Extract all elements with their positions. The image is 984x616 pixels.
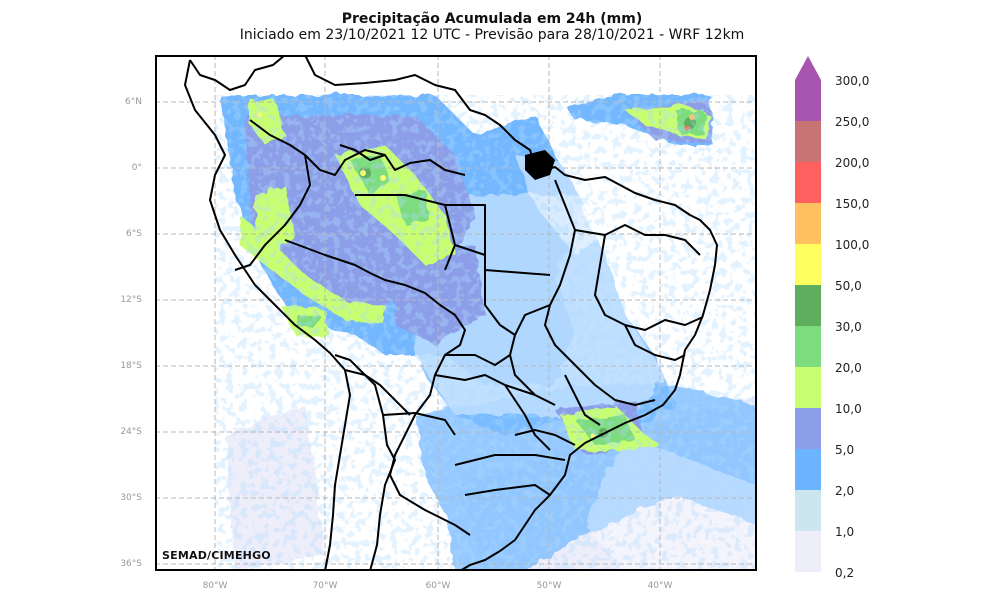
colorbar-tick: 250,0 [835, 115, 870, 129]
colorbar-tick: 2,0 [835, 484, 855, 498]
lat-label-36s: 36°S [120, 559, 142, 569]
chart-title: Precipitação Acumulada em 24h (mm) [341, 11, 643, 27]
colorbar-segment-50-100 [795, 244, 821, 285]
colorbar-extend-arrow [795, 56, 821, 80]
amazon-delta [525, 150, 555, 180]
lat-label-0: 0° [131, 163, 142, 173]
colorbar-segment-30-50 [795, 285, 821, 326]
colorbar-segment-0.2-1 [795, 531, 821, 572]
borders [184, 55, 718, 571]
colorbar-tick: 300,0 [835, 74, 870, 88]
colorbar-segment-20-30 [795, 326, 821, 367]
colorbar-tick: 1,0 [835, 525, 855, 539]
precipitation-map [155, 55, 757, 571]
colorbar-tick: 200,0 [835, 156, 870, 170]
lat-label-12s: 12°S [120, 295, 142, 305]
lon-label-60w: 60°W [425, 581, 451, 591]
colorbar-segment-250-300 [795, 80, 821, 121]
lon-label-50w: 50°W [536, 581, 562, 591]
colorbar-segment-1-2 [795, 490, 821, 531]
lon-label-80w: 80°W [202, 581, 228, 591]
colorbar-tick: 0,2 [835, 566, 855, 580]
colorbar-tick: 150,0 [835, 197, 870, 211]
colorbar-tick: 10,0 [835, 402, 862, 416]
lat-label-30s: 30°S [120, 493, 142, 503]
colorbar-segment-5-10 [795, 408, 821, 449]
lat-label-18s: 18°S [120, 361, 142, 371]
colorbar-tick: 100,0 [835, 238, 870, 252]
chart-subtitle: Iniciado em 23/10/2021 12 UTC - Previsão… [239, 27, 745, 43]
map-frame [155, 55, 757, 571]
colorbar-segment-2-5 [795, 449, 821, 490]
lat-label-24s: 24°S [120, 427, 142, 437]
colorbar-tick: 30,0 [835, 320, 862, 334]
colorbar-tick: 50,0 [835, 279, 862, 293]
lon-label-40w: 40°W [647, 581, 673, 591]
map-canvas [155, 55, 757, 571]
colorbar-segment-150-200 [795, 162, 821, 203]
lat-label-6s: 6°S [126, 229, 142, 239]
credit-label: SEMAD/CIMEHGO [162, 549, 271, 562]
colorbar-tick: 20,0 [835, 361, 862, 375]
colorbar-segment-100-150 [795, 203, 821, 244]
lat-label-6n: 6°N [125, 97, 142, 107]
lon-label-70w: 70°W [312, 581, 338, 591]
colorbar-segment-200-250 [795, 121, 821, 162]
colorbar-tick: 5,0 [835, 443, 855, 457]
colorbar [795, 56, 821, 572]
colorbar-segment-10-20 [795, 367, 821, 408]
